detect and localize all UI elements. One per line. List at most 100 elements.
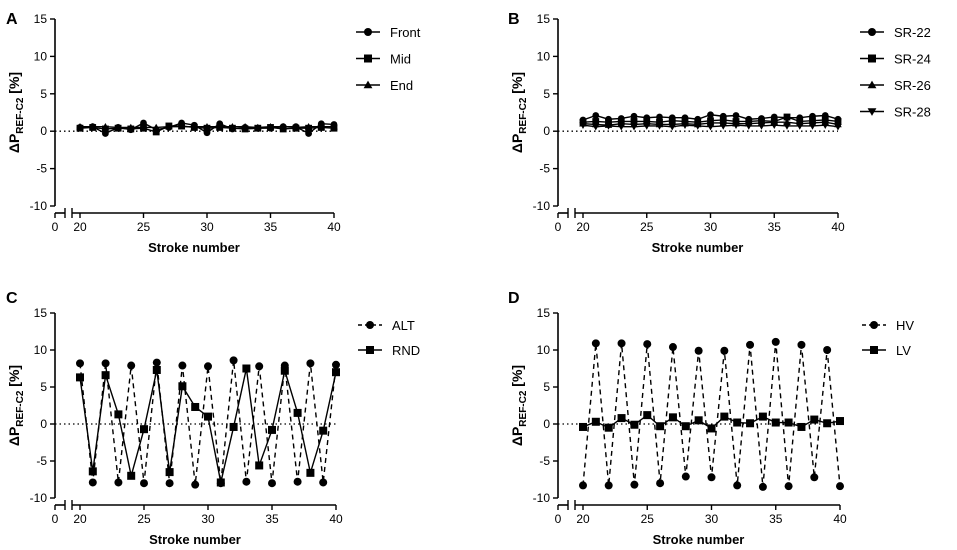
legend-label: Front (390, 25, 421, 40)
data-point-sr-28 (694, 123, 702, 130)
data-point-rnd (101, 371, 110, 380)
y-axis-title-unit: [%] (509, 365, 525, 391)
panel-letter: B (508, 11, 520, 28)
legend-marker (868, 28, 876, 36)
y-axis-title-sub: REF-C2 (15, 390, 26, 427)
x-tick-label: 35 (265, 512, 279, 526)
data-point-lv (604, 423, 613, 432)
data-point-lv (797, 422, 806, 431)
data-point-rnd (280, 366, 289, 375)
legend-label: ALT (392, 318, 415, 333)
y-axis-title-sub: REF-C2 (15, 97, 26, 134)
data-point-end (101, 122, 110, 130)
y-tick-label: 10 (537, 49, 551, 63)
data-point-lv (823, 419, 832, 428)
y-axis-title: ΔPREF-C2 [%] (509, 365, 529, 446)
data-point-rnd (268, 425, 276, 434)
data-point-lv (720, 412, 729, 421)
data-point-hv (733, 481, 742, 490)
panel-letter: D (508, 290, 520, 307)
data-point-rnd (178, 382, 187, 391)
data-point-sr-28 (796, 123, 804, 130)
data-point-rnd (293, 408, 302, 417)
data-point-end (215, 122, 224, 130)
y-tick-label: -10 (533, 199, 551, 213)
x-tick-label: 40 (327, 220, 341, 234)
data-point-lv (836, 417, 844, 426)
data-point-rnd (127, 471, 136, 480)
y-axis-title-unit: [%] (509, 72, 525, 98)
data-point-sr-22 (732, 112, 740, 119)
data-point-sr-28 (630, 123, 638, 131)
data-point-sr-28 (706, 123, 715, 131)
data-point-lv (810, 415, 819, 424)
y-tick-label: -10 (30, 199, 48, 213)
legend-label: SR-22 (894, 25, 931, 40)
data-point-alt (319, 478, 328, 487)
legend-label: RND (392, 343, 420, 358)
x-tick-label: 30 (705, 512, 719, 526)
y-axis-title-unit: [%] (6, 72, 22, 98)
data-point-end (88, 122, 97, 130)
data-point-alt (268, 479, 276, 488)
legend-marker (867, 80, 877, 89)
data-point-alt (152, 358, 161, 367)
data-point-sr-28 (834, 123, 842, 131)
data-point-hv (694, 346, 703, 355)
data-point-hv (771, 337, 780, 346)
y-tick-label: -5 (36, 454, 47, 468)
data-point-rnd (332, 368, 340, 377)
panel-letter: C (6, 290, 18, 307)
data-point-alt (204, 362, 212, 371)
y-axis-title-main: ΔP (6, 427, 22, 446)
data-point-sr-28 (757, 123, 766, 130)
data-point-hv (643, 340, 652, 349)
x-tick-label: 20 (73, 220, 87, 234)
y-tick-label: 10 (34, 343, 48, 357)
legend-label: End (390, 78, 413, 93)
data-point-end (127, 123, 135, 131)
x-tick-label: 25 (641, 512, 655, 526)
data-point-hv (591, 339, 600, 348)
y-tick-label: 0 (543, 417, 550, 431)
data-point-sr-22 (656, 113, 663, 121)
legend-marker (870, 321, 878, 329)
x-axis-title: Stroke number (652, 240, 744, 255)
data-point-lv (694, 416, 703, 425)
panel-a: A -10 -5 0 5 10 15 0 20 25 30 35 40 Stroke number ΔPRE… (6, 11, 421, 255)
x-axis-title: Stroke number (148, 240, 240, 255)
y-axis-title: ΔPREF-C2 [%] (509, 72, 529, 153)
data-point-lv (771, 418, 780, 427)
panel-c: C -10 -5 0 5 10 15 0 20 25 30 35 40 Stroke number ΔPRE… (6, 290, 420, 547)
legend-marker (366, 321, 374, 329)
data-point-alt (165, 479, 174, 488)
data-point-end (254, 123, 262, 131)
x-tick-label: 35 (769, 512, 783, 526)
data-point-alt (332, 360, 340, 369)
y-tick-label: 15 (34, 12, 48, 26)
y-axis-title-unit: [%] (6, 365, 22, 391)
data-point-alt (127, 361, 136, 370)
data-point-lv (733, 418, 742, 427)
data-point-end (76, 122, 84, 130)
data-point-sr-28 (655, 123, 664, 130)
y-tick-label: 0 (40, 417, 47, 431)
data-point-end (114, 123, 122, 131)
x-tick-label: 35 (768, 220, 782, 234)
y-tick-label: 15 (537, 306, 551, 320)
x-tick-label: 0 (555, 512, 562, 526)
data-point-end (330, 122, 338, 130)
panel-d: D -10 -5 0 5 10 15 0 20 25 30 35 40 Stroke number ΔPRE… (508, 290, 914, 547)
data-point-alt (191, 480, 200, 489)
data-point-rnd (152, 365, 161, 374)
data-point-hv (784, 482, 793, 491)
data-point-rnd (229, 422, 238, 431)
data-point-sr-22 (707, 111, 714, 119)
data-point-alt (88, 478, 97, 487)
data-point-hv (681, 472, 690, 481)
legend-marker (364, 54, 372, 63)
data-point-end (177, 122, 186, 130)
y-axis-title-sub: REF-C2 (518, 97, 529, 134)
y-tick-label: 5 (40, 87, 47, 101)
data-point-hv (668, 343, 677, 352)
